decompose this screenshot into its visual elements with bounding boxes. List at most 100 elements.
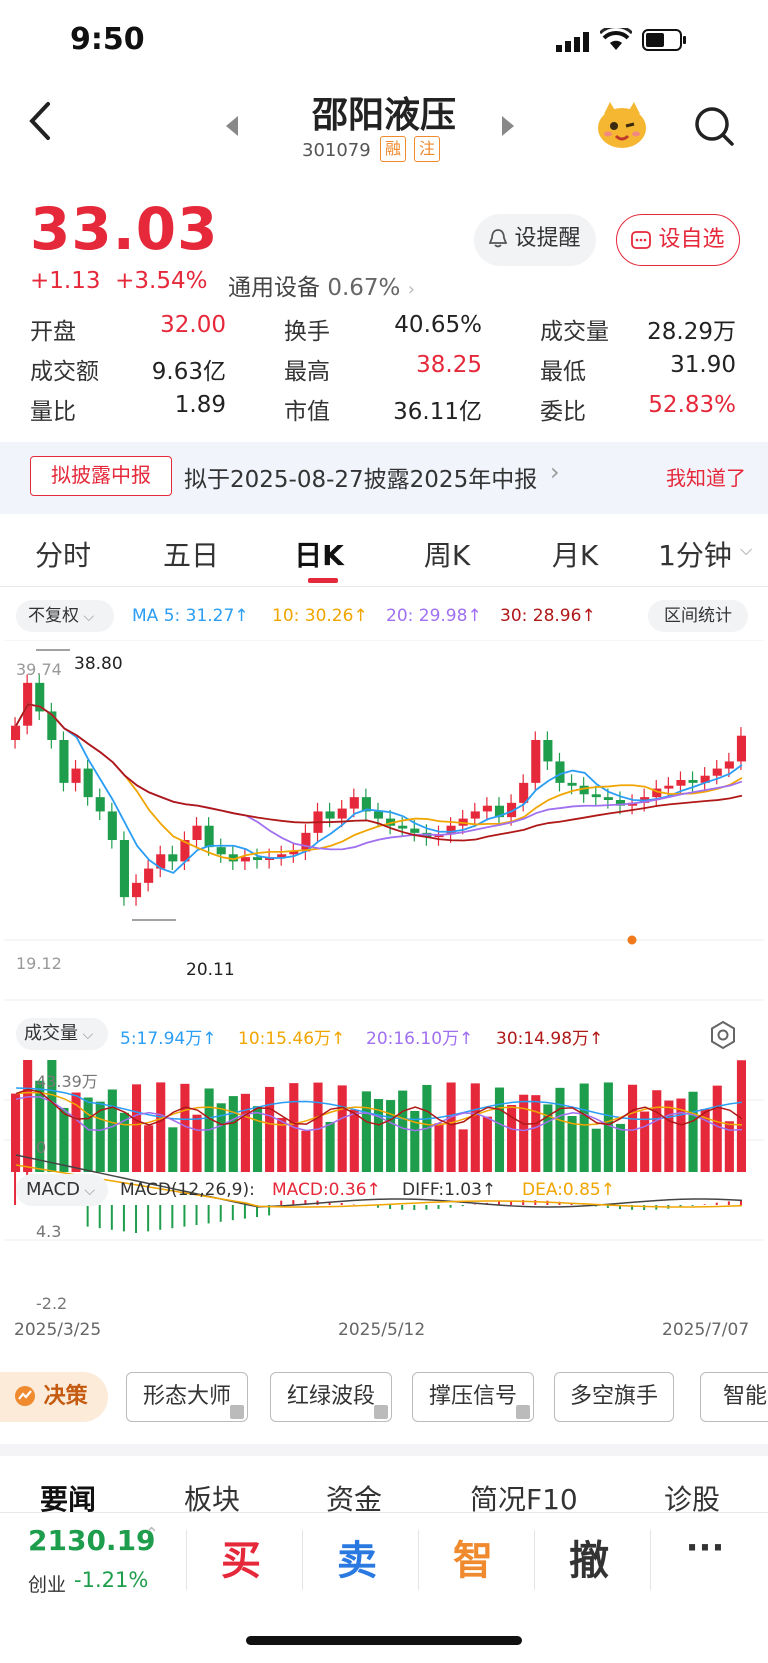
diff-label: DIFF:1.03↑ xyxy=(402,1180,497,1200)
candle-body xyxy=(252,857,263,860)
stat-value: 36.11亿 xyxy=(393,399,482,425)
candle-body xyxy=(277,854,287,858)
date-start: 2025/3/25 xyxy=(14,1320,102,1340)
volume-ma-line xyxy=(15,1095,742,1132)
set-reminder-button[interactable]: 设提醒 xyxy=(474,214,596,266)
decision-chip[interactable]: 形态大师 xyxy=(126,1372,248,1422)
volume-bar xyxy=(373,1099,384,1172)
candle-body xyxy=(59,740,69,783)
volume-bar xyxy=(228,1096,238,1172)
cancel-order-button[interactable]: 撤 xyxy=(569,1538,609,1584)
volume-bar xyxy=(507,1104,517,1172)
news-tab[interactable]: 资金 xyxy=(326,1483,383,1516)
kline-tab[interactable]: 分时 xyxy=(34,539,91,572)
candle-body xyxy=(507,802,517,818)
ma20-label: 20: 29.98↑ xyxy=(386,606,482,626)
volume-bar xyxy=(11,1093,21,1172)
stat-label: 最低 xyxy=(540,359,586,385)
volume-bar xyxy=(567,1116,577,1172)
candle-body xyxy=(240,857,250,862)
back-button[interactable] xyxy=(26,100,56,146)
next-stock-arrow-icon[interactable] xyxy=(500,114,516,142)
change-amount: +1.13 xyxy=(30,268,101,294)
diff-value: DIFF:1.03 xyxy=(402,1180,482,1200)
decision-button[interactable]: 决策 xyxy=(0,1372,108,1422)
stat-label: 换手 xyxy=(284,319,330,345)
candle-body xyxy=(35,682,45,712)
news-tab[interactable]: 诊股 xyxy=(664,1483,721,1516)
buy-button[interactable]: 买 xyxy=(221,1538,261,1584)
more-button[interactable]: ··· xyxy=(685,1528,725,1568)
index-value[interactable]: 2130.19 xyxy=(28,1524,156,1557)
decision-chip[interactable]: 智能 xyxy=(700,1372,768,1422)
kline-tab[interactable]: 日K xyxy=(294,539,344,572)
notice-bar[interactable]: 拟披露中报 拟于2025-08-27披露2025年中报 › 我知道了 xyxy=(0,442,768,514)
volume-bar xyxy=(131,1084,142,1172)
decision-label: 决策 xyxy=(43,1384,88,1409)
sector-link[interactable]: 通用设备 0.67% › xyxy=(228,268,415,302)
adjust-dropdown[interactable]: 不复权 ⌵ xyxy=(16,600,114,632)
settings-hexagon-icon[interactable] xyxy=(708,1020,738,1054)
news-tab[interactable]: 要闻 xyxy=(40,1483,97,1516)
stat-value: 32.00 xyxy=(160,312,226,338)
stat-value: 1.89 xyxy=(174,392,226,418)
candle-body xyxy=(700,775,710,783)
macd-bottom-label: -2.2 xyxy=(36,1294,68,1313)
candle-body xyxy=(712,768,722,776)
sell-button[interactable]: 卖 xyxy=(337,1538,377,1584)
index-percent: -1.21% xyxy=(74,1568,149,1592)
candle-body xyxy=(543,740,553,762)
volume-bar xyxy=(688,1091,698,1172)
lock-icon xyxy=(374,1405,388,1419)
decision-chip[interactable]: 红绿波段 xyxy=(270,1372,392,1422)
add-watchlist-button[interactable]: 设自选 xyxy=(616,214,740,266)
volume-bar xyxy=(398,1090,408,1172)
notice-tag: 拟披露中报 xyxy=(30,456,172,496)
ma10-label: 10: 30.26↑ xyxy=(272,606,368,626)
vol30-label: 30:14.98万↑ xyxy=(496,1029,604,1049)
kline-tab[interactable]: 1分钟 xyxy=(658,539,732,572)
volume-bar xyxy=(652,1090,662,1172)
candle-body xyxy=(579,785,589,795)
volume-ma-line xyxy=(15,1091,742,1126)
kline-chart[interactable] xyxy=(0,640,768,1330)
mascot-icon[interactable] xyxy=(594,96,650,156)
decision-chip[interactable]: 多空旗手 xyxy=(554,1372,674,1422)
volume-bar xyxy=(434,1123,444,1172)
kline-tab[interactable]: 周K xyxy=(423,539,471,572)
news-tab[interactable]: 板块 xyxy=(184,1483,241,1516)
candle-body xyxy=(652,788,662,798)
stat-label: 最高 xyxy=(284,359,330,385)
volume-top-label: 43.39万 xyxy=(36,1072,98,1091)
watchlist-icon xyxy=(631,227,658,252)
range-stats-button[interactable]: 区间统计 xyxy=(648,600,748,632)
volume-bar xyxy=(615,1123,626,1172)
note-tag: 注 xyxy=(414,136,440,162)
ma30-label: 30: 28.96↑ xyxy=(500,606,596,626)
margin-tag: 融 xyxy=(380,136,406,162)
macd-dropdown[interactable]: MACD ⌵ xyxy=(16,1174,108,1206)
smart-button[interactable]: 智 xyxy=(453,1538,493,1584)
volume-bar xyxy=(107,1089,117,1172)
volume-dropdown[interactable]: 成交量 ⌵ xyxy=(16,1018,108,1050)
candle-body xyxy=(107,811,117,840)
prev-stock-arrow-icon[interactable] xyxy=(224,114,240,142)
volume-bar xyxy=(700,1109,710,1172)
divider xyxy=(418,1530,419,1590)
candle-body xyxy=(204,825,214,848)
kline-tab[interactable]: 月K xyxy=(551,539,599,572)
kline-tab[interactable]: 五日 xyxy=(162,539,219,572)
decision-chip[interactable]: 撑压信号 xyxy=(412,1372,534,1422)
vol10-label: 10:15.46万↑ xyxy=(238,1029,346,1049)
index-up-arrow-icon: ⌃ xyxy=(144,1524,160,1545)
search-icon[interactable] xyxy=(694,106,736,152)
dismiss-notice-button[interactable]: 我知道了 xyxy=(666,466,746,490)
volume-bar xyxy=(35,1080,45,1172)
volume-bar xyxy=(71,1092,81,1172)
ma20-value: 20: 29.98 xyxy=(386,606,468,626)
news-tab[interactable]: 简况F10 xyxy=(470,1483,578,1516)
candle-body xyxy=(301,832,311,852)
volume-bar xyxy=(410,1110,420,1172)
decision-chip-label: 红绿波段 xyxy=(286,1384,375,1409)
volume-bar xyxy=(47,1060,57,1172)
